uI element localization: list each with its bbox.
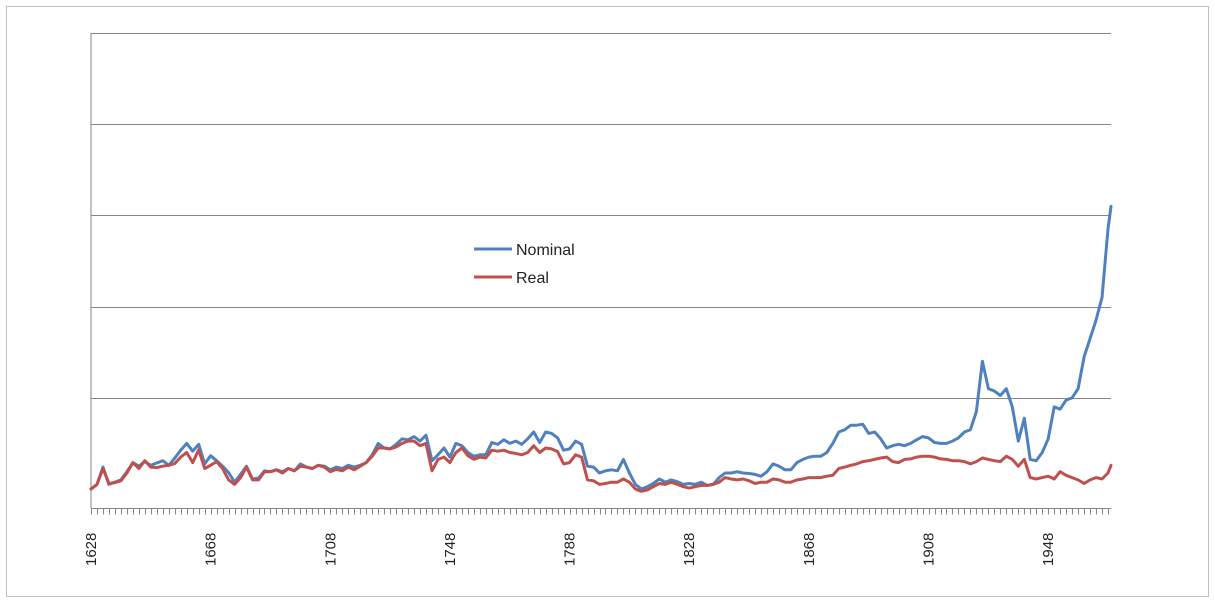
x-tick-label: 1868 <box>801 533 818 566</box>
series-line-nominal <box>89 204 1113 491</box>
x-tick-label: 1828 <box>681 533 698 566</box>
x-tick-label: 1708 <box>322 533 339 566</box>
x-tick-label: 1948 <box>1040 533 1057 566</box>
legend-label-nominal: Nominal <box>516 242 575 259</box>
legend-label-real: Real <box>516 270 549 287</box>
x-tick-label: 1908 <box>921 533 938 566</box>
gridlines <box>91 33 1111 399</box>
series-lines <box>89 204 1113 493</box>
x-axis: 1628 1668 1708 1748 1788 1828 1868 1908 1948 <box>83 33 1111 566</box>
x-tick-label: 1788 <box>562 533 579 566</box>
chart-frame <box>6 6 1209 597</box>
series-line-real <box>89 439 1113 493</box>
x-tick-label: 1748 <box>442 533 459 566</box>
x-tick-label: 1628 <box>83 533 100 566</box>
legend: Nominal Real <box>474 242 575 287</box>
x-tick-label: 1668 <box>203 533 220 566</box>
